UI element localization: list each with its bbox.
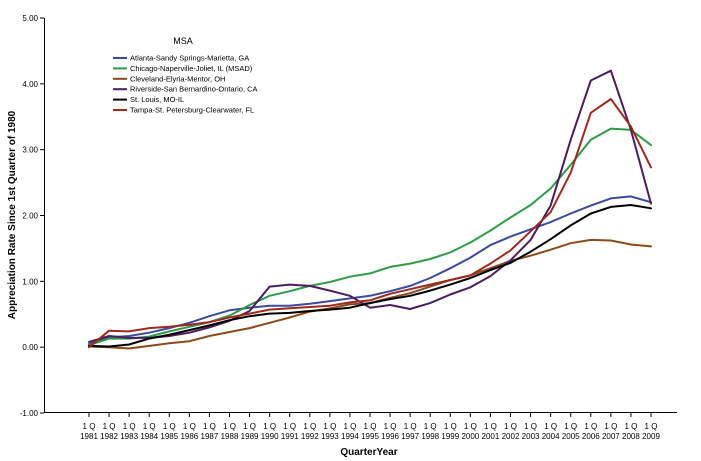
- y-axis-ticks: -1.00 0.00 1.00 2.00 3.00 4.00 5.00: [20, 14, 44, 418]
- x-tick-quarter-label: 1 Q: [103, 422, 116, 431]
- x-tick-year-label: 2009: [642, 432, 660, 441]
- x-tick-year-label: 1992: [301, 432, 319, 441]
- x-tick-year-label: 1998: [421, 432, 439, 441]
- x-tick-year-label: 1985: [160, 432, 178, 441]
- x-tick-quarter-label: 1 Q: [283, 422, 296, 431]
- y-tick-label: 0.00: [22, 343, 38, 352]
- x-tick-year-label: 2000: [461, 432, 479, 441]
- x-tick-year-label: 1989: [241, 432, 259, 441]
- x-tick-year-label: 2006: [582, 432, 600, 441]
- legend-label: Tampa-St. Petersburg-Clearwater, FL: [130, 106, 254, 115]
- x-tick-year-label: 1996: [381, 432, 399, 441]
- x-tick-quarter-label: 1 Q: [584, 422, 597, 431]
- series-line-1: [88, 127, 652, 347]
- x-tick-quarter-label: 1 Q: [464, 422, 477, 431]
- x-tick-quarter-label: 1 Q: [183, 422, 196, 431]
- y-tick-label: 4.00: [22, 80, 38, 89]
- x-tick-year-label: 1984: [140, 432, 158, 441]
- x-tick-quarter-label: 1 Q: [323, 422, 336, 431]
- y-axis-title: Appreciation Rate Since 1st Quarter of 1…: [7, 110, 18, 319]
- x-tick-quarter-label: 1 Q: [544, 422, 557, 431]
- x-tick-year-label: 2004: [542, 432, 560, 441]
- y-axis-line: [44, 18, 45, 413]
- x-tick-year-label: 2001: [482, 432, 500, 441]
- x-tick-year-label: 1987: [201, 432, 219, 441]
- x-tick-year-label: 1999: [441, 432, 459, 441]
- legend-label: St. Louis, MO-IL: [130, 95, 184, 104]
- x-tick-quarter-label: 1 Q: [143, 422, 156, 431]
- legend-title: MSA: [173, 36, 193, 46]
- x-tick-year-label: 1991: [281, 432, 299, 441]
- x-tick-quarter-label: 1 Q: [524, 422, 537, 431]
- x-tick-quarter-label: 1 Q: [303, 422, 316, 431]
- legend-items: Atlanta-Sandy Springs-Marietta, GAChicag…: [113, 54, 258, 115]
- series-line-2: [88, 238, 652, 350]
- x-tick-year-label: 1982: [100, 432, 118, 441]
- x-tick-quarter-label: 1 Q: [624, 422, 637, 431]
- x-tick-year-label: 1986: [180, 432, 198, 441]
- x-axis-title: QuarterYear: [340, 447, 397, 458]
- x-tick-year-label: 1988: [221, 432, 239, 441]
- x-tick-year-label: 1981: [80, 432, 98, 441]
- x-tick-quarter-label: 1 Q: [364, 422, 377, 431]
- x-tick-quarter-label: 1 Q: [83, 422, 96, 431]
- x-tick-quarter-label: 1 Q: [504, 422, 517, 431]
- x-tick-year-label: 2008: [622, 432, 640, 441]
- x-tick-year-label: 2002: [502, 432, 520, 441]
- legend: MSA Atlanta-Sandy Springs-Marietta, GACh…: [113, 36, 258, 115]
- x-tick-quarter-label: 1 Q: [163, 422, 176, 431]
- x-tick-quarter-label: 1 Q: [484, 422, 497, 431]
- x-tick-year-label: 1994: [341, 432, 359, 441]
- x-tick-year-label: 1997: [401, 432, 419, 441]
- x-tick-quarter-label: 1 Q: [604, 422, 617, 431]
- legend-label: Riverside-San Bernardino-Ontario, CA: [130, 85, 258, 94]
- x-tick-quarter-label: 1 Q: [223, 422, 236, 431]
- series-line-3: [88, 69, 652, 343]
- plot-area: [44, 18, 677, 413]
- x-tick-quarter-label: 1 Q: [384, 422, 397, 431]
- x-tick-quarter-label: 1 Q: [424, 422, 437, 431]
- x-tick-quarter-label: 1 Q: [444, 422, 457, 431]
- legend-label: Cleveland-Elyria-Mentor, OH: [130, 74, 225, 83]
- legend-label: Chicago-Naperville-Joliet, IL (MSAD): [130, 64, 253, 73]
- x-axis-line: [44, 412, 677, 413]
- x-tick-quarter-label: 1 Q: [123, 422, 136, 431]
- y-tick-label: 3.00: [22, 146, 38, 155]
- series-lines: [88, 69, 652, 350]
- x-tick-year-label: 2003: [522, 432, 540, 441]
- series-line-0: [88, 195, 652, 345]
- y-tick-label: 5.00: [22, 14, 38, 23]
- x-tick-year-label: 2005: [562, 432, 580, 441]
- y-tick-label: 1.00: [22, 277, 38, 286]
- series-line-5: [88, 98, 652, 349]
- x-tick-quarter-label: 1 Q: [564, 422, 577, 431]
- x-tick-quarter-label: 1 Q: [243, 422, 256, 431]
- x-tick-quarter-label: 1 Q: [203, 422, 216, 431]
- x-tick-quarter-label: 1 Q: [263, 422, 276, 431]
- x-tick-quarter-label: 1 Q: [404, 422, 417, 431]
- x-tick-quarter-label: 1 Q: [343, 422, 356, 431]
- x-tick-year-label: 1983: [120, 432, 138, 441]
- x-tick-year-label: 1990: [261, 432, 279, 441]
- legend-label: Atlanta-Sandy Springs-Marietta, GA: [130, 54, 249, 63]
- x-tick-year-label: 2007: [602, 432, 620, 441]
- y-tick-label: 2.00: [22, 212, 38, 221]
- series-line-4: [88, 204, 652, 348]
- x-tick-quarter-label: 1 Q: [645, 422, 658, 431]
- y-tick-label: -1.00: [20, 409, 39, 418]
- x-tick-year-label: 1993: [321, 432, 339, 441]
- x-tick-year-label: 1995: [361, 432, 379, 441]
